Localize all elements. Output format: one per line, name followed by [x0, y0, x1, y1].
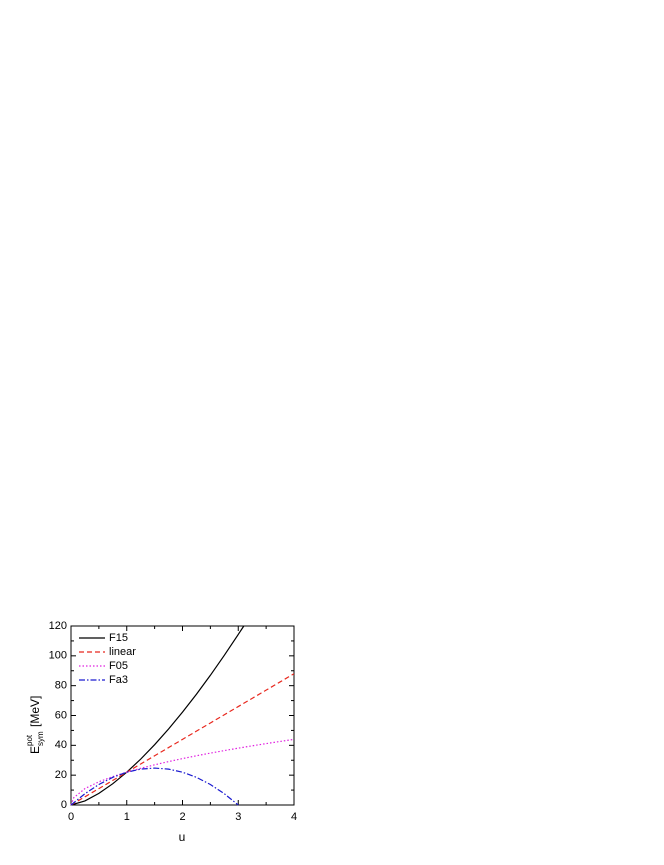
- x-tick-label: 1: [124, 811, 130, 823]
- y-tick-label: 40: [55, 739, 67, 751]
- y-tick-label: 20: [55, 769, 67, 781]
- legend-label: F05: [109, 660, 128, 672]
- series-line: [70, 625, 245, 806]
- y-label-sub: sym: [36, 731, 45, 746]
- series-line: [70, 738, 295, 806]
- y-label-sup: pot: [25, 734, 34, 746]
- y-tick-label: 0: [61, 799, 67, 811]
- series-line: [70, 767, 239, 806]
- x-tick-label: 3: [235, 811, 241, 823]
- plot-frame: [70, 625, 295, 806]
- y-axis-label: E pot sym [MeV]: [25, 696, 45, 754]
- y-tick-label: 60: [55, 709, 67, 721]
- x-tick-label: 2: [179, 811, 185, 823]
- x-tick-label: 4: [291, 811, 297, 823]
- y-label-main: E: [28, 746, 42, 754]
- legend-label: F15: [109, 632, 128, 644]
- x-tick-label: 0: [68, 811, 74, 823]
- y-label-unit: [MeV]: [28, 696, 42, 727]
- legend-label: Fa3: [109, 674, 128, 686]
- legend-label: linear: [109, 646, 136, 658]
- y-tick-label: 120: [49, 620, 67, 632]
- x-axis-label: u: [179, 830, 186, 844]
- series-line: [70, 673, 295, 806]
- y-tick-label: 80: [55, 680, 67, 692]
- y-tick-label: 100: [49, 650, 67, 662]
